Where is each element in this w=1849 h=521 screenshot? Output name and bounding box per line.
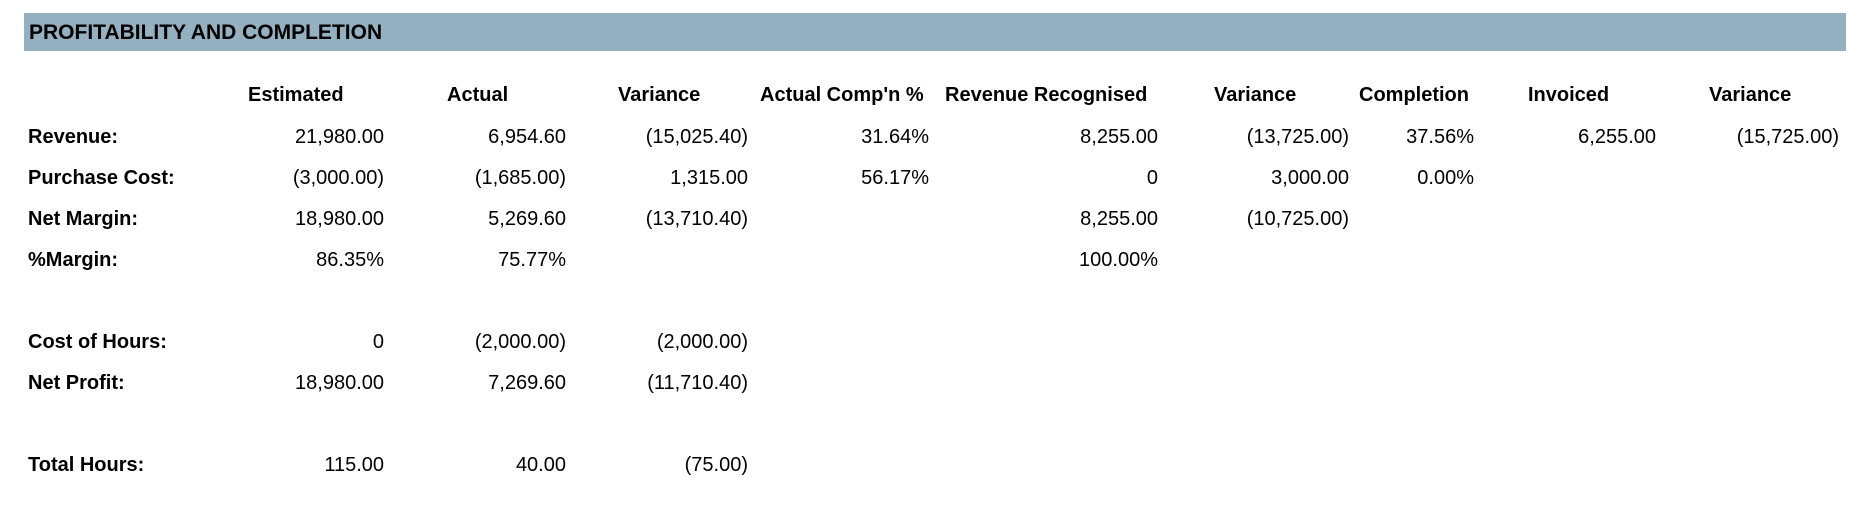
cell-net-profit-col-3: (11,710.40) [647, 372, 748, 394]
cell-net-margin-col-3: (13,710.40) [645, 208, 748, 230]
cell-net-margin-col-2: 5,269.60 [488, 208, 566, 230]
row-label-margin: %Margin: [28, 249, 118, 271]
column-header-invoiced: Invoiced [1528, 84, 1610, 106]
row-label-net-margin: Net Margin: [28, 208, 138, 230]
cell-cost-of-hours-col-2: (2,000.00) [474, 331, 566, 353]
cell-total-hours-col-2: 40.00 [515, 454, 566, 476]
row-label-total-hours: Total Hours: [28, 454, 145, 476]
cell-net-margin-col-1: 18,980.00 [295, 208, 384, 230]
cell-net-margin-col-6: (10,725.00) [1246, 208, 1349, 230]
cell-total-hours-col-1: 115.00 [324, 454, 384, 476]
cell-revenue-col-2: 6,954.60 [488, 126, 566, 148]
cell-cost-of-hours-col-1: 0 [372, 331, 384, 353]
row-label-net-profit: Net Profit: [28, 372, 125, 394]
column-header-completion: Completion [1359, 84, 1469, 106]
column-header-estimated: Estimated [248, 84, 344, 106]
cell-purchase-cost-col-3: 1,315.00 [670, 167, 748, 189]
section-title: PROFITABILITY AND COMPLETION [29, 21, 383, 44]
cell-net-profit-col-1: 18,980.00 [295, 372, 384, 394]
cell-net-margin-col-5: 8,255.00 [1080, 208, 1158, 230]
row-label-revenue: Revenue: [28, 126, 119, 148]
cell-revenue-col-1: 21,980.00 [295, 126, 384, 148]
cell-purchase-cost-col-5: 0 [1146, 167, 1158, 189]
cell-purchase-cost-col-7: 0.00% [1417, 167, 1474, 189]
cell-revenue-col-8: 6,255.00 [1578, 126, 1656, 148]
column-header-variance-6: Variance [1214, 84, 1297, 106]
cell-purchase-cost-col-2: (1,685.00) [474, 167, 566, 189]
cell-purchase-cost-col-4: 56.17% [861, 167, 929, 189]
cell-revenue-col-6: (13,725.00) [1246, 126, 1349, 148]
cell-purchase-cost-col-6: 3,000.00 [1271, 167, 1349, 189]
cell-revenue-col-5: 8,255.00 [1080, 126, 1158, 148]
column-header-variance-3: Variance [618, 84, 701, 106]
row-label-purchase-cost: Purchase Cost: [28, 167, 175, 189]
column-header-variance-9: Variance [1709, 84, 1792, 106]
cell-revenue-col-3: (15,025.40) [645, 126, 748, 148]
cell-net-profit-col-2: 7,269.60 [488, 372, 566, 394]
column-header-actual-comp-n: Actual Comp'n % [760, 84, 924, 106]
cell-margin-col-5: 100.00% [1079, 249, 1158, 271]
column-header-revenue-recognised: Revenue Recognised [945, 84, 1148, 106]
cell-purchase-cost-col-1: (3,000.00) [292, 167, 384, 189]
cell-margin-col-2: 75.77% [498, 249, 566, 271]
section-banner: PROFITABILITY AND COMPLETION [24, 13, 1846, 51]
cell-margin-col-1: 86.35% [316, 249, 384, 271]
cell-revenue-col-9: (15,725.00) [1736, 126, 1839, 148]
cell-cost-of-hours-col-3: (2,000.00) [656, 331, 748, 353]
cell-total-hours-col-3: (75.00) [684, 454, 748, 476]
cell-revenue-col-7: 37.56% [1406, 126, 1474, 148]
cell-revenue-col-4: 31.64% [861, 126, 929, 148]
column-header-actual: Actual [447, 84, 509, 106]
row-label-cost-of-hours: Cost of Hours: [28, 331, 167, 353]
